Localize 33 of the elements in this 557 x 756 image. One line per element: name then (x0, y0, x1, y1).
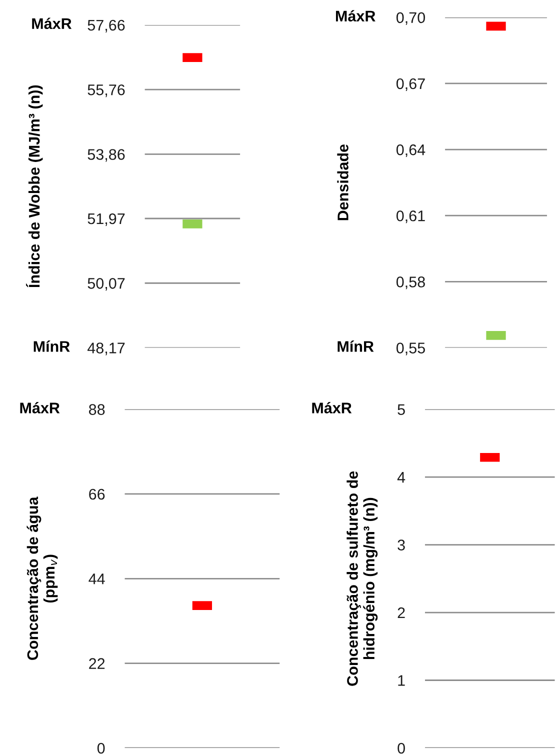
y-tick-label: 3 (398, 540, 405, 550)
y-tick-label: 57,66 (88, 20, 125, 32)
y-tick-label: 22 (89, 658, 105, 669)
text: MáxR (20, 402, 60, 414)
text: MínR (34, 340, 70, 352)
y-axis-title: Densidade (337, 144, 348, 220)
y-tick-label: 0,64 (396, 144, 426, 158)
y-tick-label: 0 (97, 742, 105, 754)
y-tick-label: 0,61 (396, 210, 425, 224)
y-tick-label: 66 (89, 488, 105, 500)
y-tick-label: 2 (398, 607, 405, 618)
y-axis-title: Índice de Wobbe (MJ/m³ (n)) (26, 85, 43, 288)
y-axis-title: Concentração de sulfureto de hidrogénio (mg/m³ (n)) (346, 471, 378, 686)
y-tick-label: 44 (88, 574, 105, 584)
y-tick-label: 53,86 (88, 149, 125, 162)
y-tick-label: 1 (398, 675, 405, 686)
y-tick-label: 51,97 (88, 213, 125, 226)
y-tick-label: 55,76 (88, 84, 125, 98)
y-tick-label: 50,07 (88, 278, 125, 291)
text: MáxR (336, 10, 376, 22)
y-tick-label: 4 (397, 472, 406, 483)
text: MáxR (32, 18, 72, 30)
y-axis-title: Concentração de água (ppm$_{v}$) (26, 496, 58, 660)
y-tick-label: 0 (398, 742, 405, 754)
text: MínR (338, 340, 374, 352)
y-tick-label: 48,17 (88, 342, 125, 356)
y-tick-label: 0,70 (396, 12, 426, 25)
y-tick-label: 5 (398, 404, 405, 415)
y-tick-label: 88 (88, 404, 105, 415)
y-tick-label: 0,67 (396, 78, 425, 91)
y-tick-label: 0,55 (396, 342, 425, 356)
y-tick-label: 0,58 (396, 276, 425, 290)
text: MáxR (312, 402, 352, 414)
